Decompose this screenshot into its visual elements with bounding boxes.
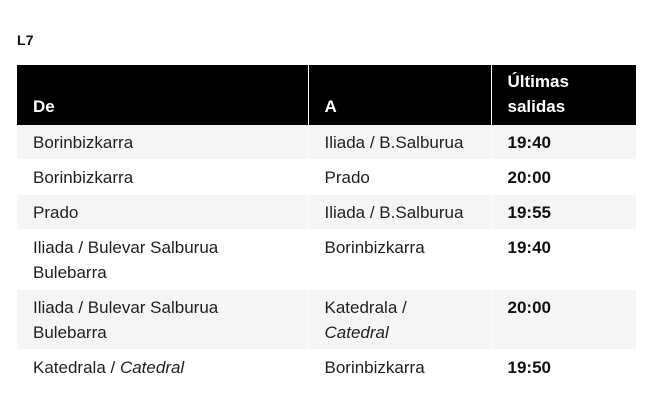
cell-to: Borinbizkarra bbox=[308, 349, 492, 385]
header-time-line1: Últimas bbox=[507, 72, 569, 91]
header-to: A bbox=[308, 65, 492, 125]
table-header-row: De A Últimas salidas bbox=[17, 65, 636, 125]
time-text: 19:40 bbox=[507, 133, 551, 152]
header-time-line2: salidas bbox=[507, 97, 566, 116]
cell-to: Katedrala / Catedral bbox=[308, 289, 492, 350]
cell-from: Iliada / Bulevar Salburua Bulebarra bbox=[17, 289, 309, 350]
table-row: Iliada / Bulevar Salburua Bulebarra Borin… bbox=[17, 229, 636, 290]
to-text: Borinbizkarra bbox=[324, 238, 425, 257]
from-text: Prado bbox=[33, 203, 79, 222]
cell-time: 19:50 bbox=[491, 349, 636, 385]
line-title: L7 bbox=[17, 32, 34, 48]
table-row: Borinbizkarra Prado 20:00 bbox=[17, 159, 636, 195]
from-text: Iliada / Bulevar Salburua bbox=[33, 298, 219, 317]
from-text-line2: Bulebarra bbox=[33, 323, 107, 342]
cell-from: Borinbizkarra bbox=[17, 159, 309, 195]
from-text-line2: Bulebarra bbox=[33, 263, 107, 282]
cell-to: Iliada / B.Salburua bbox=[308, 125, 492, 160]
time-text: 20:00 bbox=[507, 168, 551, 187]
table-row: Borinbizkarra Iliada / B.Salburua 19:40 bbox=[17, 125, 636, 160]
table-row: Katedrala / Catedral Borinbizkarra 19:50 bbox=[17, 349, 636, 385]
table-row: Prado Iliada / B.Salburua 19:55 bbox=[17, 194, 636, 230]
to-text: Borinbizkarra bbox=[324, 358, 425, 377]
schedule-table: De A Últimas salidas Borinbizkarra Iliada… bbox=[17, 65, 636, 385]
from-text: Borinbizkarra bbox=[33, 133, 134, 152]
to-text-italic: Catedral bbox=[324, 323, 389, 342]
cell-time: 19:40 bbox=[491, 229, 636, 290]
time-text: 19:50 bbox=[507, 358, 551, 377]
cell-to: Borinbizkarra bbox=[308, 229, 492, 290]
time-text: 19:40 bbox=[507, 238, 551, 257]
to-text: Katedrala / bbox=[324, 298, 407, 317]
table-row: Iliada / Bulevar Salburua Bulebarra Kated… bbox=[17, 289, 636, 350]
cell-to: Iliada / B.Salburua bbox=[308, 194, 492, 230]
cell-from: Katedrala / Catedral bbox=[17, 349, 309, 385]
cell-from: Iliada / Bulevar Salburua Bulebarra bbox=[17, 229, 309, 290]
from-text: Borinbizkarra bbox=[33, 168, 134, 187]
header-from-label: De bbox=[33, 97, 55, 116]
header-last-departures: Últimas salidas bbox=[491, 65, 636, 125]
cell-time: 19:55 bbox=[491, 194, 636, 230]
to-text: Iliada / B.Salburua bbox=[324, 203, 464, 222]
cell-from: Borinbizkarra bbox=[17, 125, 309, 160]
from-text: Katedrala / bbox=[33, 358, 120, 377]
header-to-label: A bbox=[324, 97, 337, 116]
to-text: Prado bbox=[324, 168, 370, 187]
to-text: Iliada / B.Salburua bbox=[324, 133, 464, 152]
cell-time: 20:00 bbox=[491, 159, 636, 195]
time-text: 20:00 bbox=[507, 298, 551, 317]
header-from: De bbox=[17, 65, 309, 125]
time-text: 19:55 bbox=[507, 203, 551, 222]
cell-time: 19:40 bbox=[491, 125, 636, 160]
cell-from: Prado bbox=[17, 194, 309, 230]
cell-time: 20:00 bbox=[491, 289, 636, 350]
from-text: Iliada / Bulevar Salburua bbox=[33, 238, 219, 257]
cell-to: Prado bbox=[308, 159, 492, 195]
from-text-italic: Catedral bbox=[119, 358, 185, 377]
